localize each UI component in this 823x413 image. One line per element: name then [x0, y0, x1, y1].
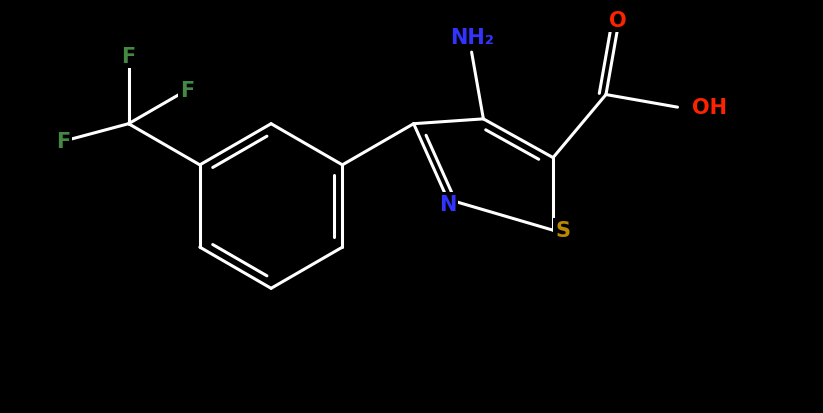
Text: F: F: [56, 132, 70, 152]
Text: NH₂: NH₂: [449, 28, 494, 48]
Text: O: O: [609, 11, 626, 31]
Text: S: S: [556, 221, 570, 241]
Text: F: F: [122, 47, 136, 67]
Text: OH: OH: [692, 98, 727, 118]
Text: N: N: [439, 195, 456, 214]
Text: F: F: [180, 81, 194, 101]
